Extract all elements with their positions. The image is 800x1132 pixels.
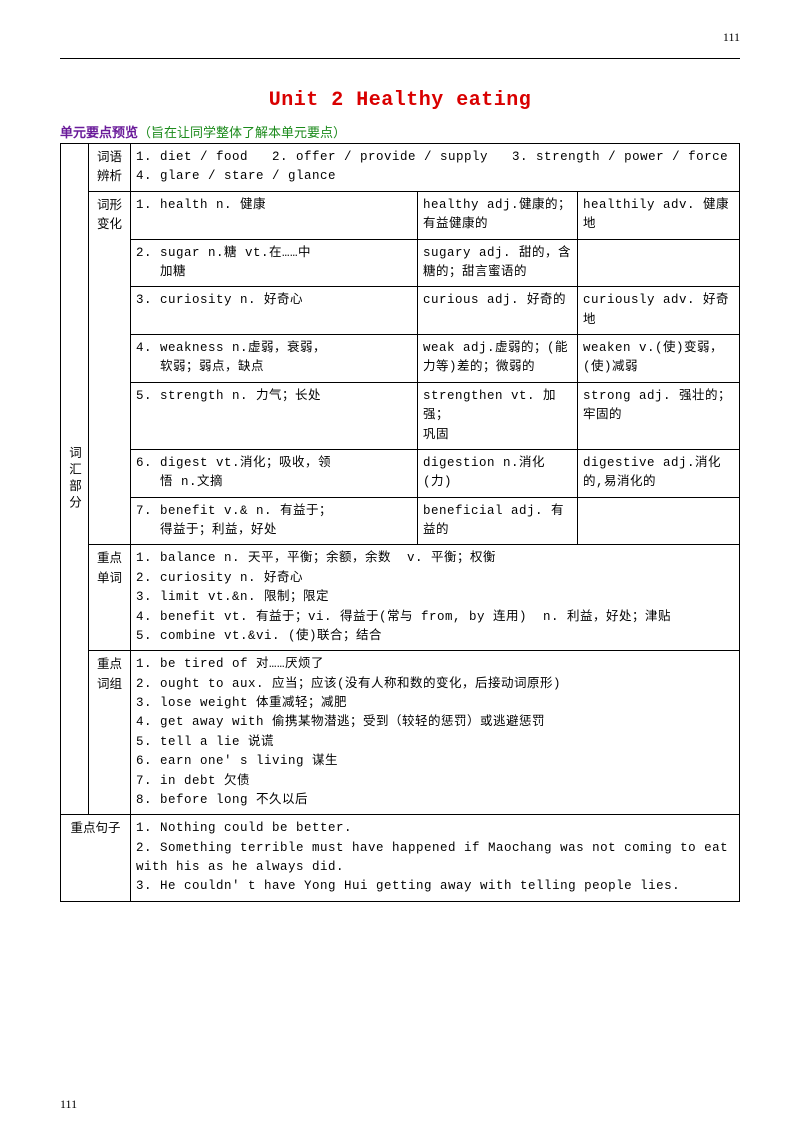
cixing-b: sugary adj. 甜的，含糖的；甜言蜜语的 — [418, 239, 578, 287]
page-number-bottom: 111 — [60, 1097, 77, 1112]
cixing-b: curious adj. 好奇的 — [418, 287, 578, 335]
page-number-top: 111 — [723, 30, 740, 45]
table-row: 7. benefit v.& n. 有益于； 得益于；利益，好处 benefic… — [61, 497, 740, 545]
cixing-a: 2. sugar n.糖 vt.在……中 加糖 — [131, 239, 418, 287]
bianxi-content: 1. diet / food 2. offer / provide / supp… — [131, 144, 740, 192]
table-row: 词形变化 1. health n. 健康 healthy adj.健康的；有益健… — [61, 191, 740, 239]
danci-content: 1. balance n. 天平，平衡；余额，余数 v. 平衡；权衡 2. cu… — [131, 545, 740, 651]
cixing-c: weaken v.(使)变弱，(使)减弱 — [578, 335, 740, 383]
cixing-a: 5. strength n. 力气；长处 — [131, 382, 418, 449]
cizu-content: 1. be tired of 对……厌烦了 2. ought to aux. 应… — [131, 651, 740, 815]
cixing-a: 7. benefit v.& n. 有益于； 得益于；利益，好处 — [131, 497, 418, 545]
table-row: 词汇部分 词语辨析 1. diet / food 2. offer / prov… — [61, 144, 740, 192]
cixing-c: curiously adv. 好奇地 — [578, 287, 740, 335]
section-vocab: 词汇部分 — [61, 144, 89, 815]
table-row: 重点句子 1. Nothing could be better. 2. Some… — [61, 815, 740, 902]
cixing-c — [578, 239, 740, 287]
label-danci: 重点单词 — [89, 545, 131, 651]
section-sentence: 重点句子 — [61, 815, 131, 902]
cixing-a: 4. weakness n.虚弱，衰弱， 软弱；弱点，缺点 — [131, 335, 418, 383]
preview-heading: 单元要点预览（旨在让同学整体了解本单元要点） — [60, 122, 740, 141]
cixing-b: strengthen vt. 加强； 巩固 — [418, 382, 578, 449]
cixing-a: 3. curiosity n. 好奇心 — [131, 287, 418, 335]
preview-note: （旨在让同学整体了解本单元要点） — [138, 125, 346, 140]
label-cixing: 词形变化 — [89, 191, 131, 545]
sentences-content: 1. Nothing could be better. 2. Something… — [131, 815, 740, 902]
top-rule — [60, 58, 740, 59]
cixing-c: digestive adj.消化的,易消化的 — [578, 449, 740, 497]
table-row: 6. digest vt.消化；吸收，领 悟 n.文摘 digestion n.… — [61, 449, 740, 497]
cixing-b: beneficial adj. 有益的 — [418, 497, 578, 545]
cixing-a: 1. health n. 健康 — [131, 191, 418, 239]
cixing-c: healthily adv. 健康地 — [578, 191, 740, 239]
cixing-c — [578, 497, 740, 545]
cixing-c: strong adj. 强壮的；牢固的 — [578, 382, 740, 449]
table-row: 3. curiosity n. 好奇心 curious adj. 好奇的 cur… — [61, 287, 740, 335]
cixing-b: digestion n.消化(力) — [418, 449, 578, 497]
table-row: 5. strength n. 力气；长处 strengthen vt. 加强； … — [61, 382, 740, 449]
table-row: 4. weakness n.虚弱，衰弱， 软弱；弱点，缺点 weak adj.虚… — [61, 335, 740, 383]
main-table: 词汇部分 词语辨析 1. diet / food 2. offer / prov… — [60, 143, 740, 902]
cixing-b: weak adj.虚弱的；(能力等)差的；微弱的 — [418, 335, 578, 383]
label-cizu: 重点词组 — [89, 651, 131, 815]
preview-label: 单元要点预览 — [60, 125, 138, 140]
table-row: 重点词组 1. be tired of 对……厌烦了 2. ought to a… — [61, 651, 740, 815]
table-row: 2. sugar n.糖 vt.在……中 加糖 sugary adj. 甜的，含… — [61, 239, 740, 287]
cixing-a: 6. digest vt.消化；吸收，领 悟 n.文摘 — [131, 449, 418, 497]
table-row: 重点单词 1. balance n. 天平，平衡；余额，余数 v. 平衡；权衡 … — [61, 545, 740, 651]
unit-title: Unit 2 Healthy eating — [60, 89, 740, 112]
cixing-b: healthy adj.健康的；有益健康的 — [418, 191, 578, 239]
label-bianxi: 词语辨析 — [89, 144, 131, 192]
